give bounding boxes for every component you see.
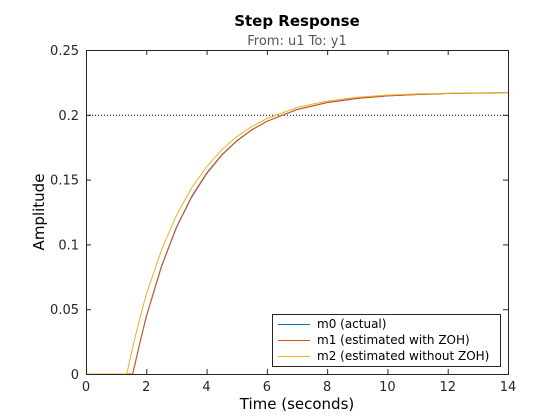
axis-ticks: 0 2 4 6 8 10 12 14 0 0.05 0.1 0.15 0.2 0.25	[50, 44, 516, 395]
series-line-2	[86, 92, 509, 375]
x-tick-label: 0	[82, 380, 90, 395]
y-tick-label: 0.15	[50, 174, 79, 189]
plot-frame	[86, 50, 509, 375]
chart-subtitle: From: u1 To: y1	[247, 34, 347, 49]
y-tick-label: 0.25	[50, 44, 79, 59]
series-line-3	[86, 92, 509, 375]
series-layer	[86, 92, 509, 375]
x-tick-label: 10	[379, 380, 396, 395]
x-tick-label: 6	[263, 380, 271, 395]
y-tick-label: 0.2	[58, 109, 79, 124]
x-axis-label: Time (seconds)	[239, 395, 355, 413]
x-tick-label: 14	[500, 380, 517, 395]
legend[interactable]: m0 (actual) m1 (estimated with ZOH) m2 (es…	[272, 314, 501, 367]
x-tick-label: 12	[439, 380, 456, 395]
x-tick-label: 8	[323, 380, 331, 395]
legend-entry-label: m2 (estimated without ZOH)	[317, 349, 489, 363]
x-tick-label: 2	[142, 380, 150, 395]
y-axis-label: Amplitude	[30, 174, 48, 251]
chart-title: Step Response	[234, 12, 360, 30]
legend-entry-label: m0 (actual)	[317, 317, 386, 331]
legend-box	[272, 314, 501, 367]
y-tick-label: 0	[71, 368, 79, 383]
legend-entry-label: m1 (estimated with ZOH)	[317, 333, 470, 347]
y-tick-label: 0.05	[50, 303, 79, 318]
y-tick-label: 0.1	[58, 238, 79, 253]
x-tick-label: 4	[202, 380, 210, 395]
